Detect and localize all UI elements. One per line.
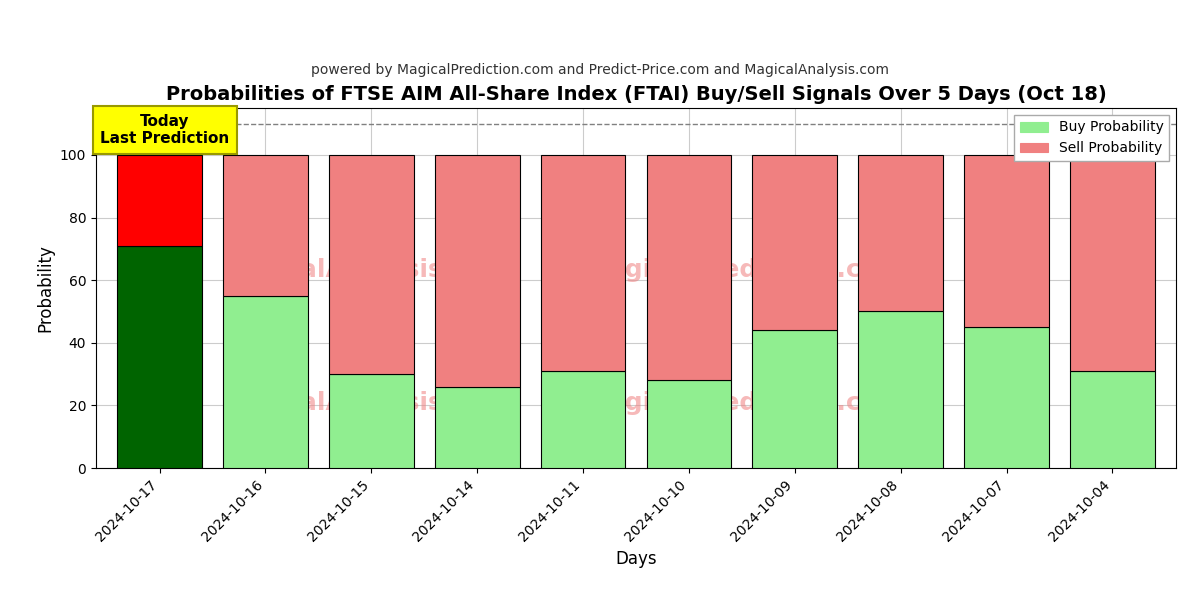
Bar <box>752 155 838 330</box>
Bar <box>647 380 731 468</box>
Text: MagicalPrediction.com: MagicalPrediction.com <box>583 391 905 415</box>
Bar <box>118 246 202 468</box>
Bar <box>1070 371 1154 468</box>
Text: calAnalysis.com: calAnalysis.com <box>286 391 511 415</box>
Bar <box>434 155 520 386</box>
Bar <box>647 155 731 380</box>
Text: powered by MagicalPrediction.com and Predict-Price.com and MagicalAnalysis.com: powered by MagicalPrediction.com and Pre… <box>311 63 889 77</box>
Legend: Buy Probability, Sell Probability: Buy Probability, Sell Probability <box>1014 115 1169 161</box>
Bar <box>541 155 625 371</box>
Bar <box>223 296 307 468</box>
Bar <box>965 327 1049 468</box>
Bar <box>329 374 414 468</box>
Bar <box>858 311 943 468</box>
Bar <box>541 371 625 468</box>
Bar <box>329 155 414 374</box>
Bar <box>223 155 307 296</box>
Bar <box>858 155 943 311</box>
Title: Probabilities of FTSE AIM All-Share Index (FTAI) Buy/Sell Signals Over 5 Days (O: Probabilities of FTSE AIM All-Share Inde… <box>166 85 1106 104</box>
X-axis label: Days: Days <box>616 550 656 568</box>
Bar <box>118 155 202 246</box>
Y-axis label: Probability: Probability <box>36 244 54 332</box>
Text: Today
Last Prediction: Today Last Prediction <box>100 114 229 146</box>
Bar <box>1070 155 1154 371</box>
Bar <box>965 155 1049 327</box>
Bar <box>752 330 838 468</box>
Bar <box>434 386 520 468</box>
Text: calAnalysis.com: calAnalysis.com <box>286 258 511 282</box>
Text: MagicalPrediction.com: MagicalPrediction.com <box>583 258 905 282</box>
